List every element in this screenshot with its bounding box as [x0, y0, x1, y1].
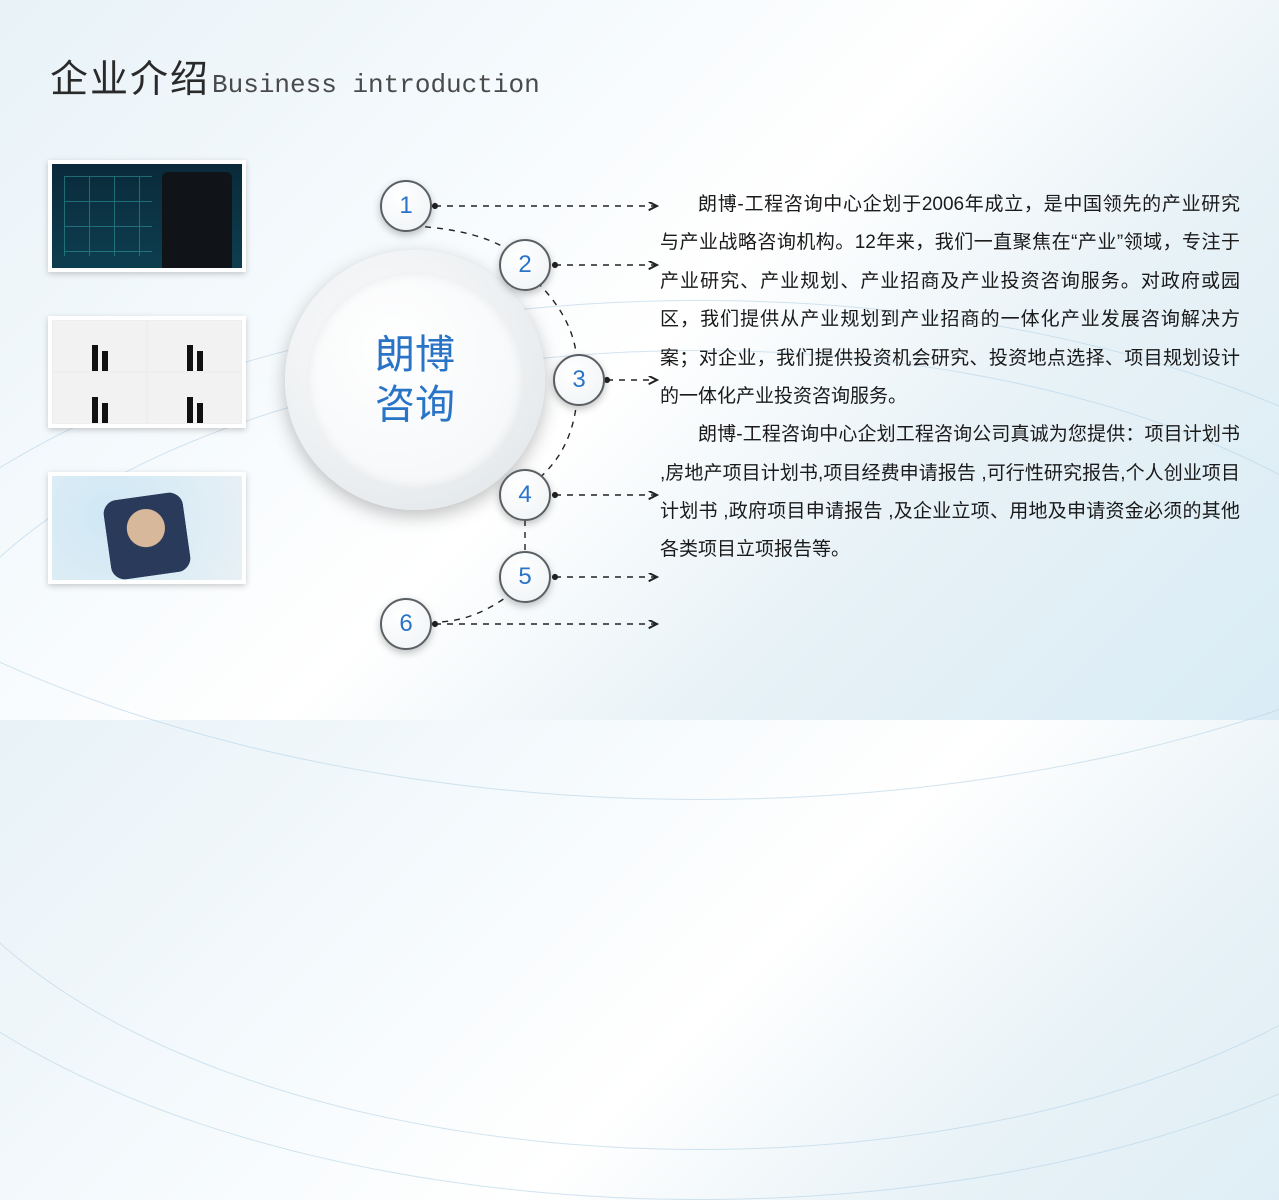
- node-5: 5: [499, 551, 551, 603]
- body-text: 朗博-工程咨询中心企划于2006年成立，是中国领先的产业研究与产业战略咨询机构。…: [660, 186, 1240, 570]
- node-3: 3: [553, 354, 605, 406]
- paragraph-1: 朗博-工程咨询中心企划于2006年成立，是中国领先的产业研究与产业战略咨询机构。…: [660, 186, 1240, 416]
- main-label-line1: 朗博: [375, 333, 455, 377]
- node-1: 1: [380, 180, 432, 232]
- thumbnail-handshake: [48, 472, 246, 584]
- main-circle-label: 朗博 咨询: [375, 330, 455, 430]
- circle-diagram: 朗博 咨询 123456: [285, 250, 545, 510]
- node-4: 4: [499, 469, 551, 521]
- thumbnail-tech: [48, 160, 246, 272]
- page-title: 企业介绍 Business introduction: [50, 48, 540, 103]
- image-column: [48, 160, 248, 584]
- main-label-line2: 咨询: [375, 383, 455, 427]
- title-cn: 企业介绍: [50, 48, 210, 103]
- main-circle: 朗博 咨询: [285, 250, 545, 510]
- node-6: 6: [380, 598, 432, 650]
- title-en: Business introduction: [212, 70, 540, 100]
- paragraph-2: 朗博-工程咨询中心企划工程咨询公司真诚为您提供：项目计划书 ,房地产项目计划书,…: [660, 416, 1240, 570]
- thumbnail-team: [48, 316, 246, 428]
- node-2: 2: [499, 239, 551, 291]
